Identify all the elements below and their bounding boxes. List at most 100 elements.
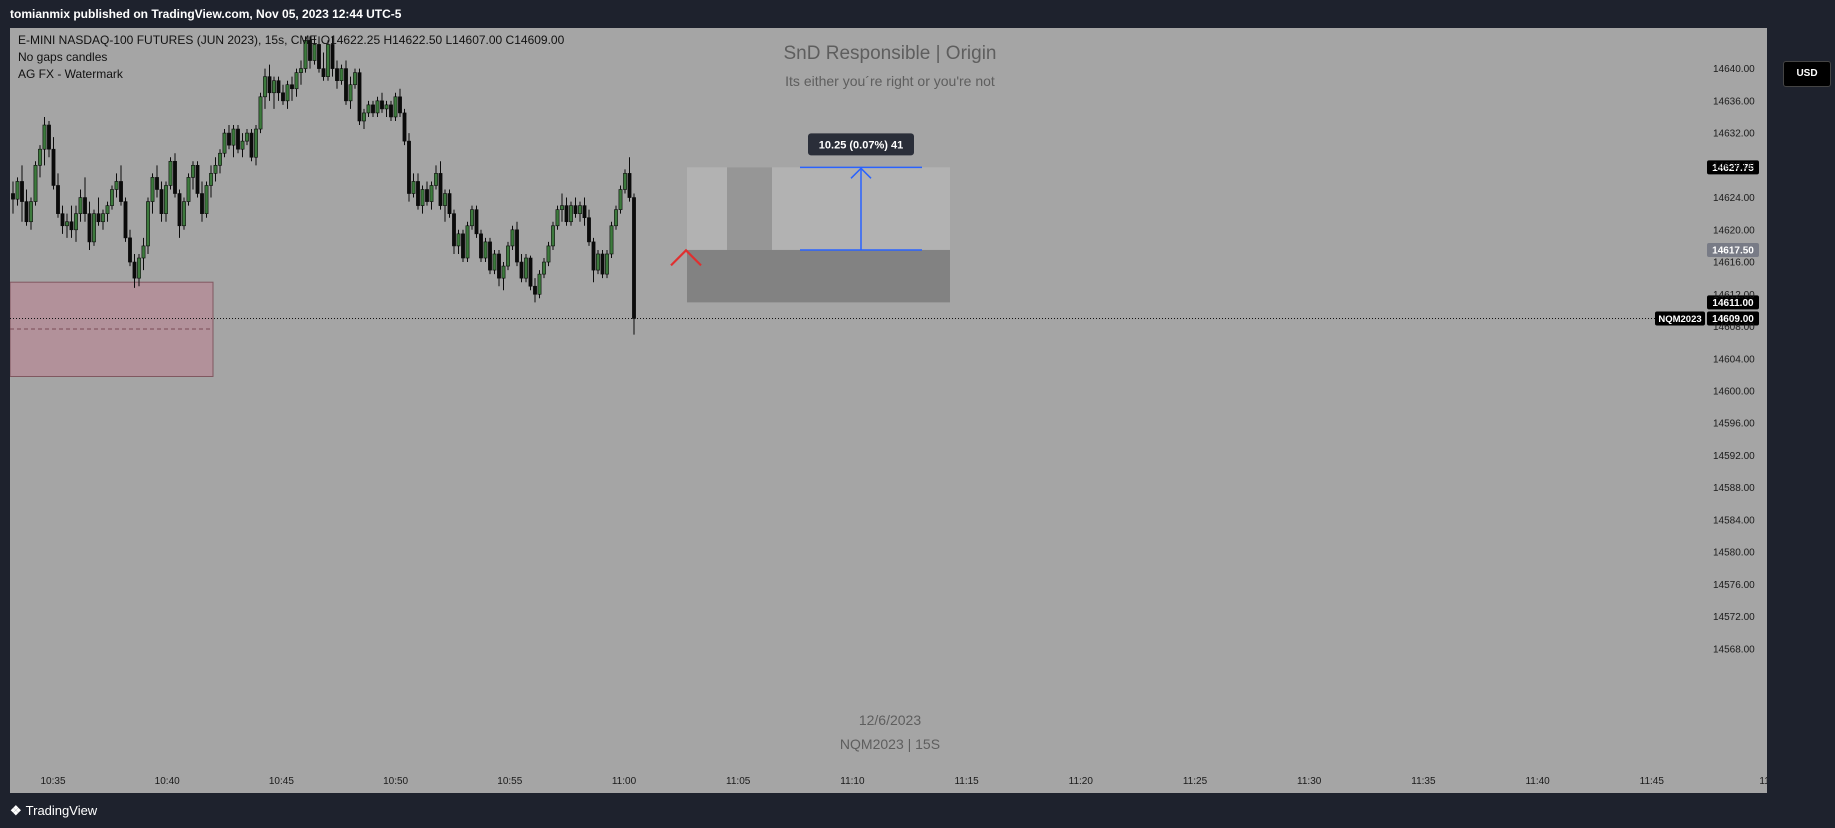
time-tick-label: 10:40 [155, 776, 180, 787]
price-tick-label: 14604.00 [1713, 354, 1755, 365]
candle-body [308, 40, 312, 61]
candle-body [335, 68, 339, 81]
candle-body [146, 201, 150, 247]
candle-body [416, 181, 420, 206]
candle-body [213, 165, 218, 174]
candle-body [542, 261, 546, 275]
candle-body [137, 257, 141, 279]
time-tick-label: 11:20 [1069, 776, 1094, 787]
candle-body [231, 128, 236, 146]
time-tick-label: 11: [1759, 776, 1767, 787]
price-tick-label: 14576.00 [1713, 580, 1755, 591]
candle-body [150, 177, 155, 202]
candle-body [191, 165, 195, 178]
candle-body [506, 245, 510, 267]
candle-body [218, 152, 222, 166]
candle-body [236, 128, 240, 150]
price-tick-label: 14624.00 [1713, 193, 1755, 204]
price-axis-label-box [1707, 242, 1759, 257]
candle-body [438, 173, 443, 206]
candle-body [389, 104, 393, 118]
candle-body [204, 185, 209, 214]
price-tick-label: 14628.00 [1713, 161, 1755, 172]
candle-body [447, 193, 452, 214]
candle-body [375, 100, 380, 114]
candle-body [155, 177, 159, 190]
candle-body [168, 160, 173, 186]
price-tick-label: 14584.00 [1713, 515, 1755, 526]
time-tick-label: 11:25 [1183, 776, 1208, 787]
time-tick-label: 11:30 [1297, 776, 1322, 787]
watermark-title: SnD Responsible | Origin [783, 43, 997, 64]
candle-body [510, 229, 515, 247]
candle-body [96, 213, 101, 223]
candle-body [609, 225, 614, 255]
candle-body [47, 124, 51, 150]
candle-body [78, 197, 83, 214]
price-tick-label: 14640.00 [1713, 64, 1755, 75]
candle-body [357, 72, 362, 122]
candle-body [65, 221, 69, 227]
publish-line: tomianmix published on TradingView.com, … [10, 7, 402, 21]
candle-body [452, 213, 456, 247]
candle-body [425, 189, 429, 202]
candle-body [227, 132, 231, 146]
footer-brand: TradingView [25, 803, 98, 818]
symbol-tag-box [1655, 311, 1705, 326]
candle-body [623, 173, 627, 190]
position-target-area [687, 167, 950, 250]
candle-body [474, 209, 479, 235]
time-tick-label: 10:55 [497, 776, 522, 787]
price-axis-label-box [1707, 295, 1759, 310]
price-tick-label: 14588.00 [1713, 483, 1755, 494]
candle-body [591, 241, 596, 271]
indicator-no-gaps[interactable]: No gaps candles [18, 50, 108, 64]
candle-body [267, 76, 272, 94]
candle-body [245, 132, 249, 142]
entry-arrow-icon [670, 248, 702, 267]
candle-body [600, 253, 605, 275]
candle-body [105, 205, 110, 214]
tradingview-logo[interactable]: ❖ TradingView [10, 793, 97, 828]
candle-body [317, 44, 321, 69]
price-axis-label: 14611.00 [1712, 298, 1754, 309]
price-tick-label: 14568.00 [1713, 644, 1755, 655]
candle-body [42, 124, 47, 150]
footer-bar: ❖ TradingView [0, 793, 1835, 828]
indicator-watermark[interactable]: AG FX - Watermark [18, 67, 123, 81]
price-tick-label: 14596.00 [1713, 419, 1755, 430]
candle-body [123, 201, 128, 239]
currency-button[interactable]: USD [1783, 61, 1831, 87]
measure-label-box [808, 133, 914, 156]
candle-body [294, 72, 299, 90]
candle-body [524, 257, 528, 279]
chart-canvas[interactable]: 10.25 (0.07%) 41 14627.75 14617.50 14611.00… [10, 28, 1767, 793]
candle-body [132, 261, 137, 279]
tv-logo-icon: ❖ [10, 803, 22, 818]
candle-body [411, 181, 416, 194]
candle-body [420, 189, 425, 206]
candle-body [366, 104, 371, 114]
candle-body [159, 189, 164, 214]
candle-body [371, 104, 375, 114]
price-axis-label: 14617.50 [1712, 245, 1754, 256]
candle-body [596, 253, 600, 271]
candle-body [38, 148, 42, 166]
price-tick-label: 14620.00 [1713, 225, 1755, 236]
watermark-symbol: NQM2023 | 15S [839, 736, 941, 752]
candle-body [483, 241, 488, 259]
candle-body [20, 181, 24, 202]
candle-body [87, 213, 92, 243]
candle-body [564, 205, 569, 223]
candle-body [330, 44, 335, 69]
candle-body [173, 160, 177, 194]
candle-body [456, 233, 461, 247]
candle-body [128, 237, 132, 263]
price-tick-label: 14580.00 [1713, 548, 1755, 559]
chart-area[interactable]: 10.25 (0.07%) 41 14627.75 14617.50 14611.00… [10, 28, 1831, 793]
candle-body [497, 253, 501, 279]
candle-body [276, 80, 281, 94]
candle-body [398, 96, 402, 114]
candle-body [11, 193, 15, 200]
candle-body [74, 213, 78, 231]
